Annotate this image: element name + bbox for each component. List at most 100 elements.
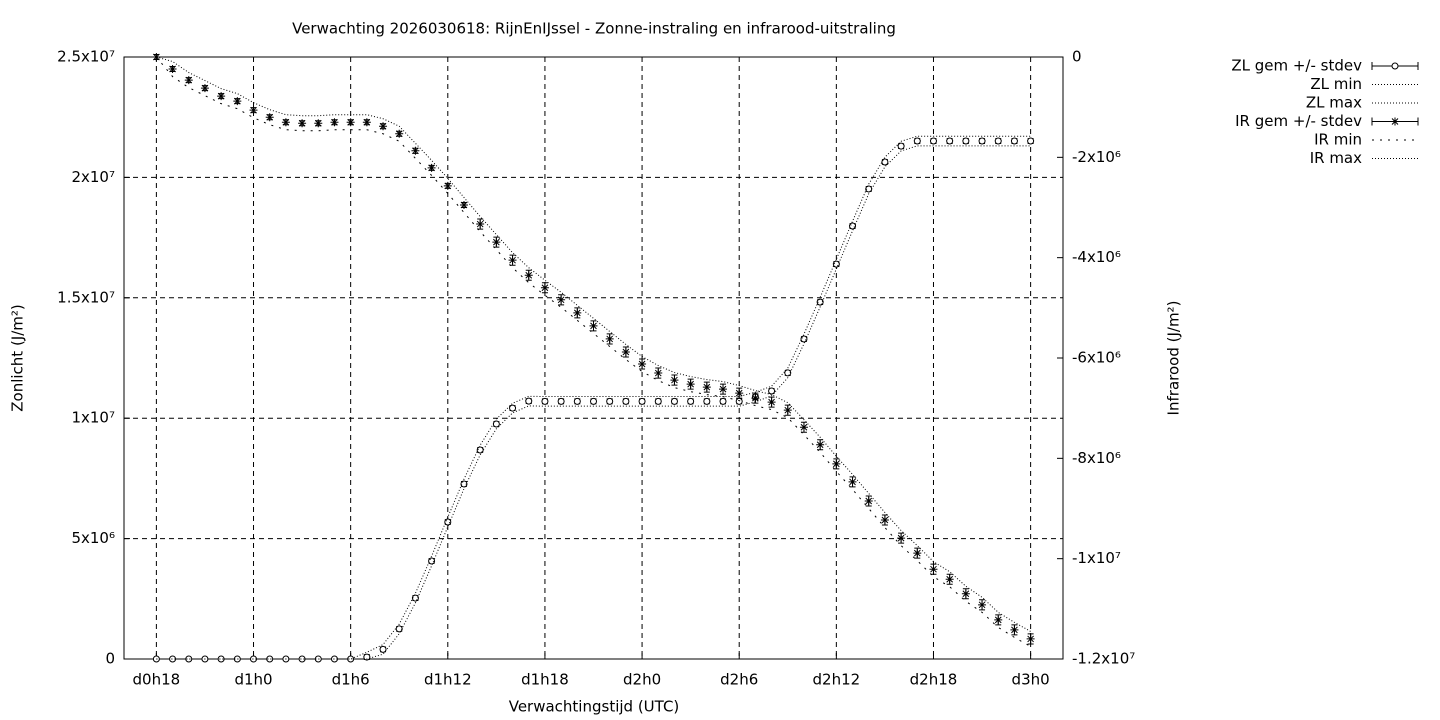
y2-tick-label: -2x10⁶ (1072, 148, 1121, 166)
point (557, 295, 566, 304)
point (978, 600, 987, 609)
chart-title: Verwachting 2026030618: RijnEnIJssel - Z… (292, 20, 896, 38)
point (702, 383, 711, 392)
point (670, 376, 679, 385)
point (686, 380, 695, 389)
point (1010, 137, 1018, 145)
point (524, 271, 533, 280)
point (654, 397, 662, 405)
y2-axis-label: Infrarood (J/m²) (1165, 301, 1183, 416)
point (945, 575, 954, 584)
point (897, 534, 906, 543)
y-tick-label: 5x10⁶ (71, 529, 115, 547)
point (962, 137, 970, 145)
point (557, 397, 565, 405)
legend-label: IR min (1314, 131, 1362, 149)
point (590, 397, 597, 405)
point (169, 655, 177, 663)
point (266, 655, 274, 663)
point (589, 321, 598, 330)
point (800, 335, 808, 343)
point (459, 200, 468, 209)
point (379, 122, 388, 131)
point (314, 655, 322, 663)
legend-label: ZL max (1306, 94, 1362, 112)
legend-label: ZL gem +/- stdev (1231, 57, 1362, 75)
series-line (156, 56, 1031, 632)
point (508, 256, 517, 265)
point (185, 655, 193, 663)
point (298, 655, 306, 663)
y-axis-label: Zonlicht (J/m²) (9, 304, 27, 412)
point (443, 181, 452, 190)
point (217, 92, 226, 101)
point (719, 397, 727, 405)
point (703, 397, 711, 405)
plot-frame (123, 56, 1064, 660)
series-line (156, 135, 1031, 660)
point (573, 308, 582, 317)
point (832, 260, 840, 268)
y2-tick-label: -6x10⁶ (1072, 349, 1121, 367)
point (799, 423, 808, 432)
point (427, 163, 436, 172)
x-tick-label: d2h0 (623, 671, 661, 689)
x-tick-label: d1h0 (234, 671, 272, 689)
point (330, 655, 338, 663)
point (638, 360, 647, 369)
y2-tick-label: -1x10⁷ (1072, 549, 1121, 567)
point (638, 397, 646, 405)
point (233, 655, 241, 663)
point (913, 549, 922, 558)
point (395, 129, 404, 138)
point (152, 53, 161, 61)
x-tick-label: d1h18 (521, 671, 569, 689)
point (492, 238, 501, 247)
point (605, 334, 614, 343)
point (265, 113, 274, 122)
point (314, 119, 323, 128)
point (217, 655, 225, 663)
point (200, 84, 209, 93)
point (946, 137, 954, 145)
point (250, 655, 258, 663)
point (395, 625, 403, 633)
y-tick-label: 0 (105, 650, 115, 668)
point (768, 387, 776, 395)
series-line (156, 145, 1031, 660)
point (346, 118, 355, 127)
point (184, 76, 193, 85)
y-tick-label: 2.5x10⁷ (57, 48, 115, 66)
legend-swatch (1391, 117, 1399, 126)
point (848, 477, 857, 486)
legend-swatch (1391, 62, 1399, 70)
x-tick-label: d0h18 (133, 671, 181, 689)
point (767, 398, 776, 407)
point (1010, 625, 1019, 634)
x-tick-label: d2h12 (813, 671, 861, 689)
point (363, 653, 371, 661)
x-tick-label: d3h0 (1012, 671, 1050, 689)
point (929, 565, 938, 574)
legend-label: IR gem +/- stdev (1235, 112, 1362, 130)
point (816, 440, 825, 449)
y2-tick-label: -4x10⁶ (1072, 248, 1121, 266)
point (379, 645, 387, 653)
point (444, 518, 452, 526)
point (541, 397, 549, 405)
point (978, 137, 986, 145)
point (411, 146, 420, 155)
y-tick-label: 2x10⁷ (71, 168, 115, 186)
x-tick-label: d1h6 (332, 671, 370, 689)
point (670, 397, 678, 405)
point (929, 137, 937, 145)
point (249, 106, 258, 115)
point (540, 283, 549, 292)
point (849, 222, 857, 230)
point (509, 404, 517, 412)
point (573, 397, 581, 405)
point (719, 385, 728, 394)
point (606, 397, 614, 405)
point (622, 397, 630, 405)
legend-label: ZL min (1310, 75, 1362, 93)
